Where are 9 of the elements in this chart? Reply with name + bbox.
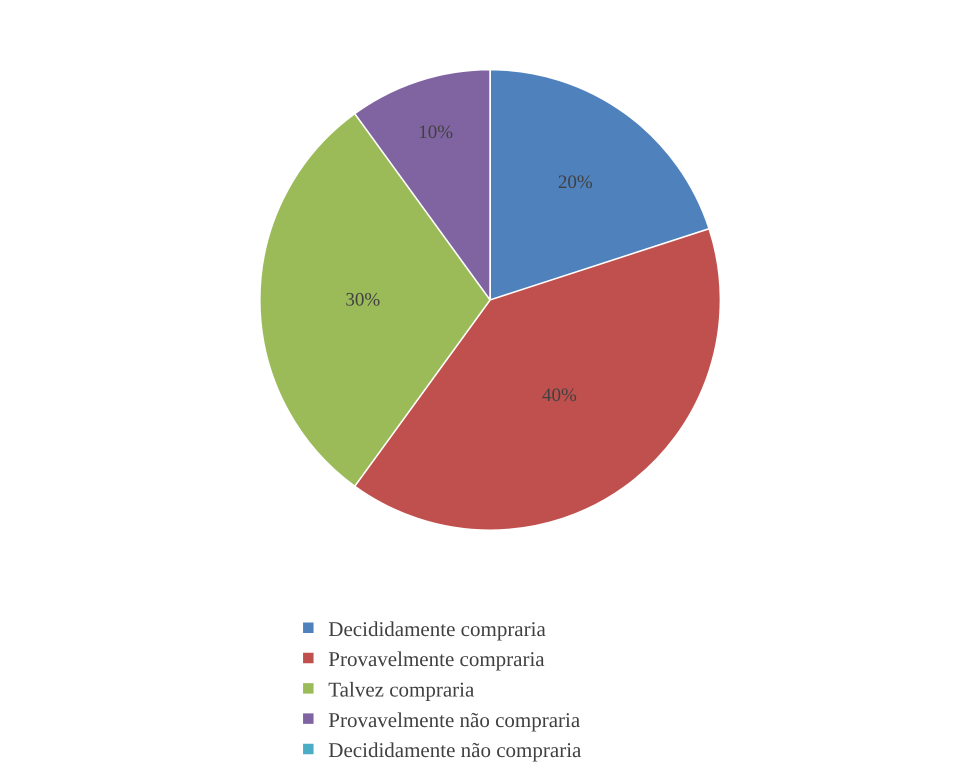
data-label: 30% bbox=[345, 289, 380, 310]
data-label: 20% bbox=[558, 172, 593, 194]
legend-label: Decididamente não compraria bbox=[328, 738, 582, 762]
legend-label: Decididamente compraria bbox=[328, 616, 546, 641]
legend-label: Provavelmente não compraria bbox=[328, 708, 581, 732]
legend-label: Talvez compraria bbox=[328, 678, 476, 702]
data-label: 10% bbox=[418, 122, 454, 144]
legend-label: Provavelmente compraria bbox=[328, 647, 546, 672]
data-label: 40% bbox=[542, 384, 577, 406]
